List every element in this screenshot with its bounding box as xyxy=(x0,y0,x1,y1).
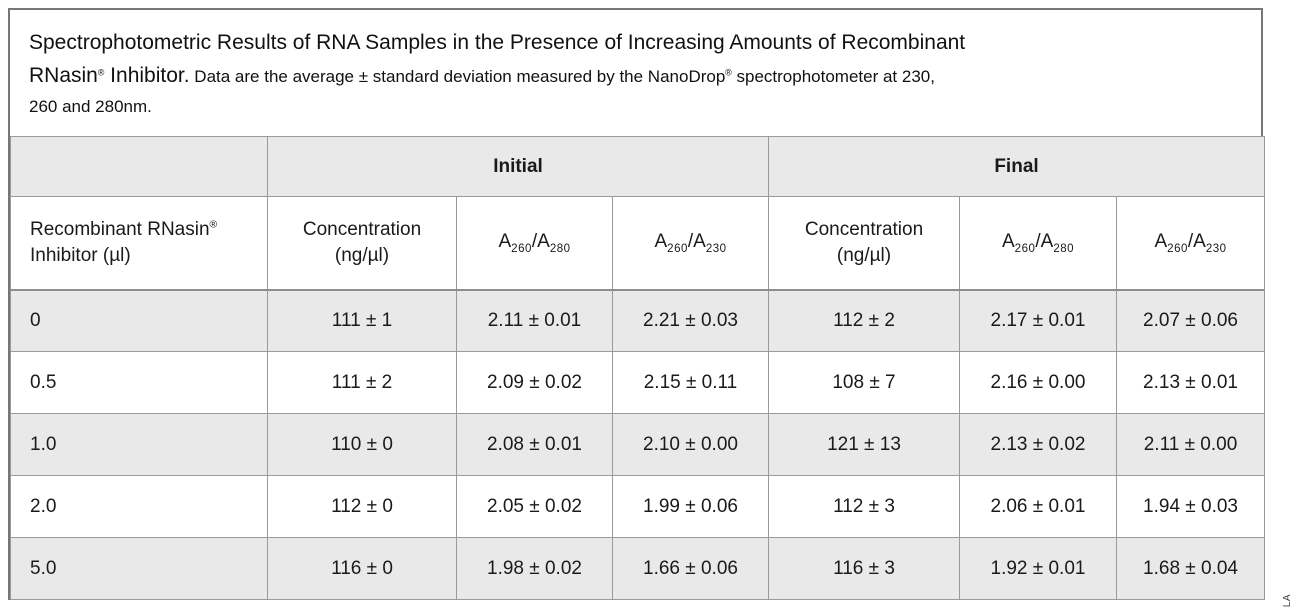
corner-cell xyxy=(10,136,268,197)
ratio-sub-280: 280 xyxy=(1053,242,1075,255)
row-header-line1: Recombinant RNasin xyxy=(30,218,210,240)
column-header-inhibitor: Recombinant RNasin® Inhibitor (µl) xyxy=(10,196,268,291)
title-caption-a: Data are the average ± standard deviatio… xyxy=(189,67,726,86)
table-row: 0 111 ± 1 2.11 ± 0.01 2.21 ± 0.03 112 ± … xyxy=(10,289,1266,352)
results-table: Initial Final Recombinant RNasin® Inhibi… xyxy=(10,136,1266,600)
registered-mark: ® xyxy=(725,67,732,78)
ratio-sub-260: 260 xyxy=(1014,242,1036,255)
registered-mark: ® xyxy=(97,67,105,78)
registered-mark: ® xyxy=(209,219,218,231)
title-line1: Spectrophotometric Results of RNA Sample… xyxy=(29,31,966,54)
cell-final-concentration: 121 ± 13 xyxy=(768,413,960,476)
concentration-label-line2: (ng/µl) xyxy=(836,244,892,266)
cell-initial-a260-a280: 2.05 ± 0.02 xyxy=(456,475,613,538)
cell-final-a260-a280: 2.06 ± 0.01 xyxy=(959,475,1117,538)
column-header-final-a260-a280: A260/A280 xyxy=(959,196,1117,291)
column-header-final-concentration: Concentration (ng/µl) xyxy=(768,196,960,291)
ratio-sub-280: 280 xyxy=(549,242,571,255)
cell-inhibitor-volume: 2.0 xyxy=(10,475,268,538)
row-header-line2: Inhibitor (µl) xyxy=(30,244,131,266)
cell-initial-a260-a230: 1.66 ± 0.06 xyxy=(612,537,769,600)
cell-final-concentration: 112 ± 3 xyxy=(768,475,960,538)
title-caption-b: spectrophotometer at 230, xyxy=(731,67,935,86)
cell-initial-a260-a230: 1.99 ± 0.06 xyxy=(612,475,769,538)
ratio-letter: A xyxy=(1154,230,1168,252)
ratio-letter: A xyxy=(498,230,512,252)
cell-initial-concentration: 116 ± 0 xyxy=(267,537,457,600)
ratio-sub-260: 260 xyxy=(511,242,532,255)
cell-initial-concentration: 110 ± 0 xyxy=(267,413,457,476)
cell-final-a260-a280: 1.92 ± 0.01 xyxy=(959,537,1117,600)
cell-initial-a260-a280: 2.09 ± 0.02 xyxy=(456,351,613,414)
cell-final-a260-a230: 2.11 ± 0.00 xyxy=(1115,413,1266,476)
ratio-letter: A xyxy=(1001,230,1015,252)
ratio-letter: A xyxy=(1193,230,1206,252)
ratio-slash: / xyxy=(687,230,694,252)
cell-inhibitor-volume: 0.5 xyxy=(10,351,268,414)
ratio-letter: A xyxy=(693,230,706,252)
title-line2-rest: Inhibitor. xyxy=(104,64,190,87)
cell-initial-concentration: 112 ± 0 xyxy=(267,475,457,538)
group-header-initial: Initial xyxy=(267,136,769,197)
cell-initial-a260-a230: 2.15 ± 0.11 xyxy=(612,351,769,414)
cell-initial-concentration: 111 ± 2 xyxy=(267,351,457,414)
table-row: 2.0 112 ± 0 2.05 ± 0.02 1.99 ± 0.06 112 … xyxy=(10,475,1266,538)
cell-initial-a260-a280: 2.08 ± 0.01 xyxy=(456,413,613,476)
cell-final-concentration: 108 ± 7 xyxy=(768,351,960,414)
concentration-label-line2: (ng/µl) xyxy=(334,244,390,266)
figure-number: 11098LA xyxy=(1282,594,1292,608)
table-row: 1.0 110 ± 0 2.08 ± 0.01 2.10 ± 0.00 121 … xyxy=(10,413,1266,476)
table-title: Spectrophotometric Results of RNA Sample… xyxy=(10,10,1261,136)
cell-final-a260-a230: 2.07 ± 0.06 xyxy=(1115,289,1266,352)
table-row: 0.5 111 ± 2 2.09 ± 0.02 2.15 ± 0.11 108 … xyxy=(10,351,1266,414)
cell-final-concentration: 116 ± 3 xyxy=(768,537,960,600)
ratio-sub-260: 260 xyxy=(667,242,688,255)
ratio-sub-230: 230 xyxy=(705,242,727,255)
table-frame: Spectrophotometric Results of RNA Sample… xyxy=(8,8,1266,600)
ratio-letter: A xyxy=(537,230,550,252)
cell-final-a260-a230: 1.94 ± 0.03 xyxy=(1115,475,1266,538)
table-row: 5.0 116 ± 0 1.98 ± 0.02 1.66 ± 0.06 116 … xyxy=(10,537,1266,600)
ratio-slash: / xyxy=(1187,230,1194,252)
cell-final-a260-a280: 2.17 ± 0.01 xyxy=(959,289,1117,352)
column-header-final-a260-a230: A260/A230 xyxy=(1115,196,1266,291)
ratio-sub-230: 230 xyxy=(1205,242,1227,255)
cell-inhibitor-volume: 1.0 xyxy=(10,413,268,476)
ratio-slash: / xyxy=(1035,230,1041,252)
cell-initial-a260-a280: 1.98 ± 0.02 xyxy=(456,537,613,600)
ratio-sub-260: 260 xyxy=(1167,242,1188,255)
cell-initial-a260-a230: 2.10 ± 0.00 xyxy=(612,413,769,476)
cell-final-concentration: 112 ± 2 xyxy=(768,289,960,352)
cell-initial-concentration: 111 ± 1 xyxy=(267,289,457,352)
column-header-row: Recombinant RNasin® Inhibitor (µl) Conce… xyxy=(10,196,1266,291)
cell-final-a260-a280: 2.13 ± 0.02 xyxy=(959,413,1117,476)
ratio-letter: A xyxy=(1040,230,1054,252)
cell-initial-a260-a280: 2.11 ± 0.01 xyxy=(456,289,613,352)
column-header-initial-a260-a230: A260/A230 xyxy=(612,196,769,291)
column-header-initial-a260-a280: A260/A280 xyxy=(456,196,613,291)
cell-initial-a260-a230: 2.21 ± 0.03 xyxy=(612,289,769,352)
group-header-final: Final xyxy=(767,136,1266,197)
title-caption-line3: 260 and 280nm. xyxy=(29,97,152,116)
title-product-name: RNasin xyxy=(29,64,98,87)
cell-final-a260-a280: 2.16 ± 0.00 xyxy=(959,351,1117,414)
cell-inhibitor-volume: 0 xyxy=(10,289,268,352)
group-header-row: Initial Final xyxy=(10,136,1266,197)
cell-final-a260-a230: 1.68 ± 0.04 xyxy=(1115,537,1266,600)
ratio-slash: / xyxy=(531,230,538,252)
concentration-label-line1: Concentration xyxy=(804,218,924,240)
concentration-label-line1: Concentration xyxy=(302,218,422,240)
ratio-letter: A xyxy=(654,230,668,252)
cell-final-a260-a230: 2.13 ± 0.01 xyxy=(1115,351,1266,414)
column-header-initial-concentration: Concentration (ng/µl) xyxy=(267,196,457,291)
cell-inhibitor-volume: 5.0 xyxy=(10,537,268,600)
